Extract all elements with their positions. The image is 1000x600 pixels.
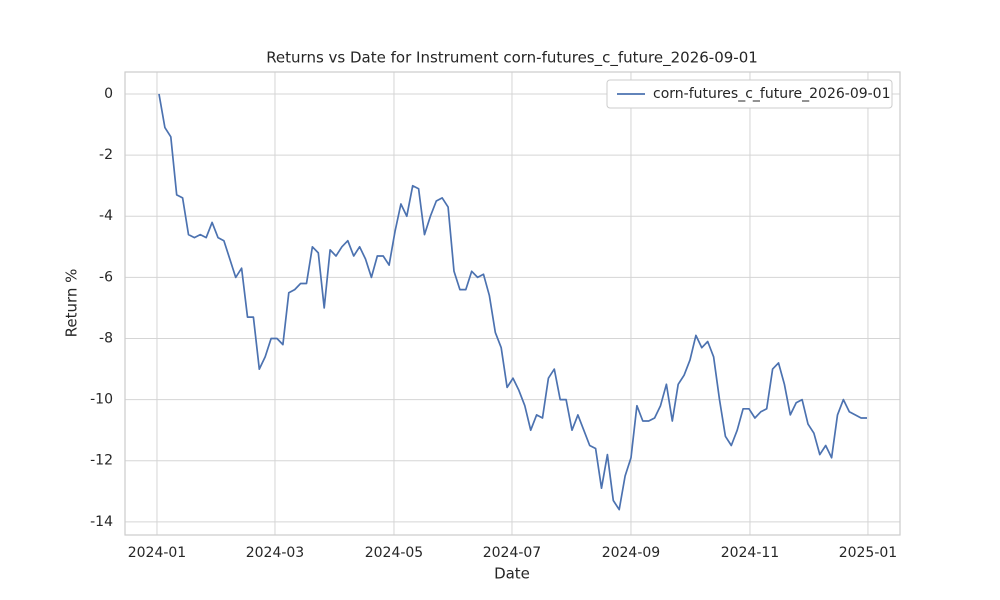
x-tick-label: 2025-01	[839, 545, 898, 561]
y-tick-label: -6	[99, 269, 113, 285]
x-tick-label: 2024-03	[246, 545, 305, 561]
x-tick-label: 2024-05	[365, 545, 424, 561]
y-tick-label: -14	[90, 514, 113, 530]
plot-frame	[124, 71, 901, 536]
y-tick-label: -8	[99, 330, 113, 346]
y-tick-label: -4	[99, 208, 113, 224]
y-axis-label: Return %	[63, 269, 81, 338]
y-tick-label: -10	[90, 392, 113, 408]
x-tick-label: 2024-07	[483, 545, 542, 561]
chart-title: Returns vs Date for Instrument corn-futu…	[266, 49, 758, 68]
line	[158, 93, 867, 511]
legend-label: corn-futures_c_future_2026-09-01	[653, 86, 891, 102]
x-tick-label: 2024-09	[602, 545, 661, 561]
x-axis-label: Date	[494, 565, 530, 583]
y-tick-label: -2	[99, 147, 113, 163]
x-tick-label: 2024-01	[128, 545, 187, 561]
y-tick-label: 0	[104, 86, 113, 102]
x-tick-label: 2024-11	[721, 545, 780, 561]
legend-box	[606, 79, 893, 109]
y-tick-label: -12	[90, 453, 113, 469]
